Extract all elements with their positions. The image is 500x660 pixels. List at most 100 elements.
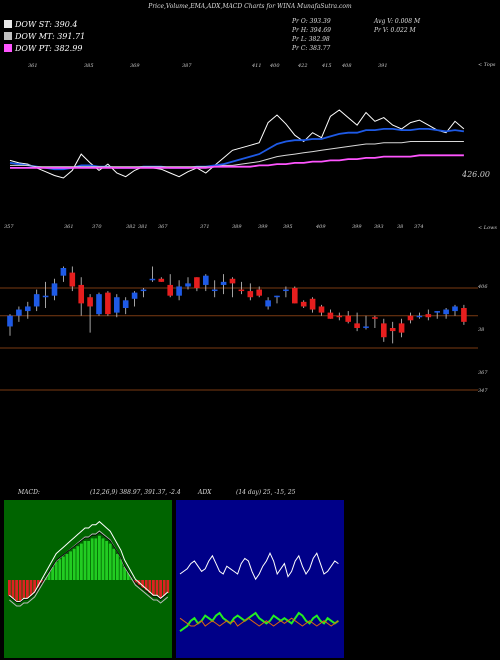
candle-body — [452, 306, 458, 312]
macd-line — [9, 520, 169, 603]
top-label: 408 — [342, 63, 352, 69]
candle-body — [336, 315, 343, 318]
top-label: 411 — [252, 63, 262, 69]
stat-high: Pr H: 394.69 — [292, 27, 331, 34]
candle-body — [131, 292, 138, 299]
bottom-label: 395 — [283, 224, 293, 230]
candle-body — [122, 300, 129, 308]
legend-swatch-pt — [4, 44, 12, 52]
macd-histogram-bar — [76, 546, 80, 580]
bottom-label: 382 — [126, 224, 136, 230]
legend-dow-st: DOW ST: 390.4 — [4, 20, 77, 30]
bottom-label: 38 — [397, 224, 404, 230]
candle-body — [42, 295, 49, 298]
macd-histogram-bar — [98, 535, 101, 580]
bottom-label: 370 — [92, 224, 102, 230]
macd-histogram-bar — [101, 538, 105, 580]
candle-body — [461, 308, 467, 322]
bottom-label: 393 — [374, 224, 384, 230]
stat-price-volume: Pr V: 0.022 M — [374, 27, 416, 34]
macd-histogram-bar — [94, 538, 98, 580]
candle-body — [238, 289, 245, 292]
macd-histogram-bar — [11, 580, 15, 599]
legend-swatch-mt — [4, 32, 12, 40]
top-label: 400 — [270, 63, 280, 69]
top-label: 415 — [322, 63, 332, 69]
candle-body — [203, 275, 209, 285]
candle-body — [300, 301, 307, 307]
candle-body — [309, 298, 316, 310]
candle-body — [211, 289, 218, 292]
adx-panel-bg — [176, 500, 344, 658]
candle-body — [274, 295, 280, 298]
candle-body — [140, 289, 147, 292]
bottom-label: 409 — [316, 224, 326, 230]
macd-histogram-bar — [141, 580, 144, 588]
chart-header: Price,Volume,EMA,ADX,MACD Charts for WIN… — [148, 3, 352, 10]
macd-histogram-bar — [159, 580, 162, 599]
macd-histogram-bar — [54, 561, 58, 580]
macd-histogram-bar — [58, 559, 62, 580]
bottom-label: 367 — [158, 224, 168, 230]
candle-body — [96, 294, 102, 315]
legend-dow-st-label: DOW ST: 390.4 — [15, 20, 78, 29]
ema-series-line — [10, 141, 464, 168]
candle-body — [318, 306, 325, 313]
top-label: 385 — [84, 63, 94, 69]
candle-body — [105, 292, 111, 315]
adx-params: (14 day) 25, -15, 25 — [236, 489, 296, 496]
macd-histogram-bar — [134, 580, 137, 583]
bottom-label: 371 — [200, 224, 210, 230]
macd-histogram-bar — [166, 580, 170, 593]
macd-histogram-bar — [40, 580, 44, 583]
candle-body — [354, 323, 360, 328]
candle-body — [425, 314, 432, 318]
tops-label: < Tops — [478, 62, 496, 68]
stat-avg-volume: Avg V: 0.008 M — [374, 18, 421, 25]
candle-body — [25, 306, 31, 312]
candle-body — [33, 294, 40, 307]
macd-histogram-bar — [62, 556, 65, 580]
macd-title: MACD: — [18, 489, 40, 496]
legend-swatch-st — [4, 20, 12, 28]
bottom-label: 357 — [4, 224, 14, 230]
macd-histogram-bar — [105, 541, 108, 580]
price-level-label: 38 — [478, 327, 485, 333]
price-tag: 426.00 — [462, 170, 490, 179]
macd-histogram-bar — [22, 580, 26, 599]
candle-body — [185, 283, 191, 287]
lows-label: < Lows — [478, 225, 497, 231]
macd-histogram-bar — [123, 567, 126, 580]
legend-dow-pt-label: DOW PT: 382.99 — [15, 44, 83, 53]
ema-series-line — [10, 154, 464, 169]
candle-body — [381, 323, 387, 338]
candle-body — [114, 297, 120, 313]
top-label: 387 — [182, 63, 192, 69]
candle-body — [407, 315, 414, 321]
legend-dow-pt: DOW PT: 382.99 — [4, 44, 82, 54]
macd-histogram-bar — [83, 541, 87, 580]
candle-body — [443, 309, 449, 315]
macd-histogram-bar — [119, 559, 123, 580]
candle-body — [283, 289, 289, 292]
candle-body — [158, 278, 165, 282]
price-level-label: 347 — [478, 388, 488, 394]
candle-body — [78, 284, 84, 304]
adx-series-line — [179, 611, 339, 633]
candle-body — [256, 289, 262, 296]
top-label: 369 — [130, 63, 140, 69]
candle-body — [327, 312, 334, 319]
macd-histogram-bar — [80, 543, 83, 580]
adx-series-line — [179, 552, 339, 581]
top-label: 422 — [298, 63, 308, 69]
legend-dow-mt-label: DOW MT: 391.71 — [15, 32, 86, 41]
candle-body — [292, 288, 298, 304]
candle-body — [16, 309, 22, 316]
macd-histogram-bar — [126, 572, 130, 580]
candle-body — [167, 284, 173, 296]
macd-histogram-bar — [144, 580, 148, 591]
macd-histogram-bar — [15, 580, 18, 601]
price-level-label: 367 — [478, 370, 488, 376]
macd-histogram-bar — [18, 580, 22, 601]
